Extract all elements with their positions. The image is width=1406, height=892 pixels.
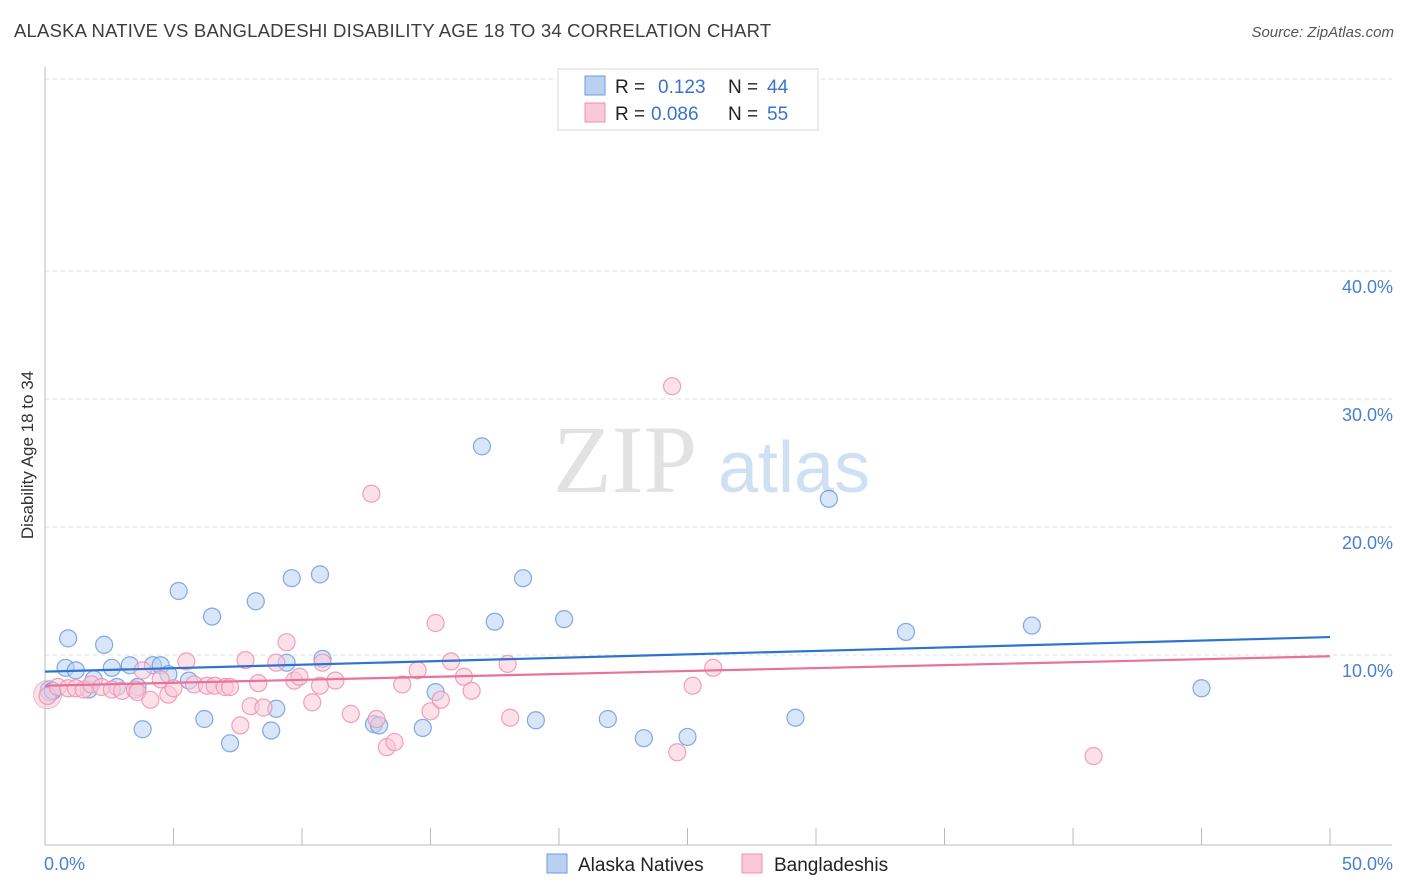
point-bangladeshi-52 [668,743,687,762]
point-alaska-20 [220,734,240,753]
point-bangladeshi-26 [249,674,268,693]
point-bangladeshi-48 [462,681,481,700]
point-alaska-26 [310,565,330,584]
x-tick-label-min: 0.0% [44,854,85,874]
point-bangladeshi-22 [220,677,240,697]
data-points [33,377,1211,766]
point-bangladeshi-29 [277,633,296,652]
legend-r-label-1: R = [615,77,645,98]
point-bangladeshi-43 [421,702,440,721]
point-bangladeshi-36 [341,704,360,723]
correlation-legend: R = 0.123 N = 44 R = 0.086 N = 55 [557,68,819,131]
legend-n-value-2: 55 [767,104,788,125]
bottom-legend-alaska: Alaska Natives [578,855,704,876]
point-alaska-3 [59,629,78,648]
point-bangladeshi-24 [236,651,255,670]
legend-swatch-alaska [584,75,606,96]
point-bangladeshi-51 [662,377,682,396]
watermark-atlas: atlas [718,428,870,508]
bottom-legend-swatch-bangladeshi [741,853,763,874]
point-alaska-35 [526,711,545,730]
legend-r-value-1: 0.123 [658,77,706,98]
point-alaska-19 [202,607,222,626]
trend-line-bangladeshi [44,655,1331,687]
point-bangladeshi-23 [231,716,250,735]
point-bangladeshi-41 [393,675,412,694]
point-alaska-22 [262,721,281,740]
point-bangladeshi-32 [303,693,322,712]
point-alaska-18 [195,709,214,729]
trend-line-alaska [44,635,1331,673]
point-bangladeshi-38 [367,709,386,729]
y-tick-label-4: 40.0% [1342,277,1393,297]
point-bangladeshi-35 [326,671,345,690]
y-tick-label-2: 20.0% [1342,533,1393,553]
point-bangladeshi-13 [141,690,160,709]
point-alaska-25 [282,569,301,588]
point-alaska-21 [246,592,265,611]
y-axis-label: Disability Age 18 to 34 [18,371,37,539]
point-alaska-30 [413,718,432,738]
point-alaska-36 [555,610,574,629]
point-bangladeshi-55 [1084,747,1103,766]
legend-r-label-2: R = [615,104,645,125]
series-legend: Alaska Natives Bangladeshis [546,853,888,876]
point-bangladeshi-44 [426,613,445,633]
tick-labels: 10.0% 20.0% 30.0% 40.0% 0.0% 50.0% [44,277,1393,874]
point-alaska-16 [169,581,188,601]
point-bangladeshi-37 [362,484,381,503]
point-bangladeshi-12 [133,661,152,680]
legend-r-value-2: 0.086 [651,104,699,125]
y-tick-label-3: 30.0% [1342,405,1393,425]
legend-swatch-bangladeshi [584,102,606,123]
point-alaska-33 [485,612,504,631]
point-bangladeshi-16 [164,679,183,698]
point-bangladeshi-28 [267,653,286,672]
point-bangladeshi-17 [177,652,196,671]
point-alaska-37 [598,709,617,729]
legend-n-value-1: 44 [767,77,789,98]
point-bangladeshi-45 [431,690,450,709]
point-alaska-8 [102,658,121,677]
legend-n-label-2: N = [728,104,758,125]
point-bangladeshi-27 [254,698,273,717]
point-alaska-42 [896,622,916,642]
x-tick-label-max: 50.0% [1342,854,1393,874]
point-alaska-32 [472,437,491,456]
point-alaska-7 [95,635,114,654]
y-tick-label-1: 10.0% [1342,661,1393,681]
grid-lines [45,78,1392,656]
watermark-zip: ZIP [553,406,697,513]
bottom-legend-swatch-alaska [546,853,568,874]
point-bangladeshi-53 [683,676,702,695]
point-alaska-34 [513,569,533,588]
trend-lines [44,635,1331,687]
point-alaska-12 [133,720,152,739]
chart-title: ALASKA NATIVE VS BANGLADESHI DISABILITY … [14,20,772,41]
source-label: Source: ZipAtlas.com [1251,24,1394,41]
axes [44,67,1392,846]
bottom-legend-bangladeshi: Bangladeshis [774,855,888,876]
point-alaska-39 [678,727,697,747]
point-alaska-40 [786,708,805,727]
point-bangladeshi-49 [501,708,520,727]
point-alaska-38 [634,729,653,748]
point-alaska-41 [819,489,838,508]
point-bangladeshi-31 [290,667,309,686]
point-bangladeshi-40 [385,732,404,752]
legend-n-label-1: N = [728,77,758,98]
point-alaska-43 [1022,616,1041,635]
point-bangladeshi-34 [313,653,332,672]
point-bangladeshi-54 [704,658,723,677]
point-alaska-44 [1192,679,1211,698]
